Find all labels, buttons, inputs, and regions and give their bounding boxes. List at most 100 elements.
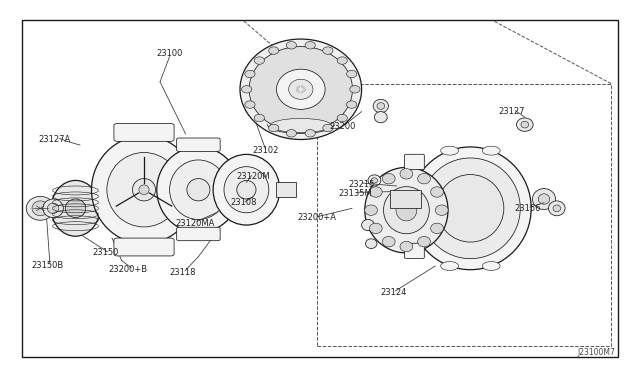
Ellipse shape	[305, 129, 316, 137]
Ellipse shape	[548, 201, 565, 216]
FancyBboxPatch shape	[114, 124, 174, 141]
Ellipse shape	[157, 147, 240, 232]
Ellipse shape	[139, 185, 149, 195]
FancyBboxPatch shape	[114, 238, 174, 256]
Ellipse shape	[400, 241, 413, 252]
Ellipse shape	[441, 262, 459, 270]
Ellipse shape	[420, 158, 520, 259]
Ellipse shape	[369, 187, 382, 197]
Ellipse shape	[289, 79, 313, 99]
Ellipse shape	[187, 179, 210, 201]
Ellipse shape	[269, 124, 279, 132]
Text: 23200+A: 23200+A	[298, 213, 336, 222]
FancyBboxPatch shape	[404, 243, 424, 259]
Ellipse shape	[538, 194, 550, 204]
Ellipse shape	[383, 187, 429, 234]
Ellipse shape	[305, 42, 316, 49]
Ellipse shape	[229, 178, 238, 186]
Ellipse shape	[240, 39, 362, 140]
Ellipse shape	[418, 237, 431, 247]
Ellipse shape	[276, 69, 325, 109]
Ellipse shape	[92, 136, 196, 244]
Ellipse shape	[269, 47, 279, 54]
Ellipse shape	[286, 42, 296, 49]
Ellipse shape	[365, 167, 448, 253]
Ellipse shape	[382, 237, 395, 247]
Ellipse shape	[396, 199, 417, 221]
Ellipse shape	[410, 147, 531, 270]
Ellipse shape	[368, 175, 381, 186]
Ellipse shape	[516, 118, 533, 131]
Ellipse shape	[337, 114, 348, 122]
Ellipse shape	[350, 86, 360, 93]
Text: 23127: 23127	[499, 107, 525, 116]
Text: 23215: 23215	[348, 180, 375, 189]
Ellipse shape	[346, 70, 356, 78]
Ellipse shape	[431, 223, 444, 234]
Ellipse shape	[371, 178, 378, 183]
Ellipse shape	[369, 223, 382, 234]
Ellipse shape	[482, 262, 500, 270]
Ellipse shape	[170, 189, 188, 205]
Text: 23100: 23100	[156, 49, 183, 58]
Ellipse shape	[254, 114, 264, 122]
Text: 23200+B: 23200+B	[108, 265, 148, 274]
Ellipse shape	[418, 173, 431, 184]
Ellipse shape	[400, 169, 413, 179]
Text: 23135M: 23135M	[339, 189, 372, 198]
Text: 23150: 23150	[92, 248, 119, 257]
Ellipse shape	[170, 160, 227, 219]
Ellipse shape	[32, 201, 49, 216]
Ellipse shape	[241, 86, 252, 93]
Ellipse shape	[107, 153, 181, 227]
Ellipse shape	[51, 180, 100, 236]
Ellipse shape	[175, 193, 184, 201]
Ellipse shape	[237, 180, 256, 199]
Ellipse shape	[138, 126, 150, 134]
FancyBboxPatch shape	[177, 138, 220, 151]
Ellipse shape	[437, 174, 504, 242]
Text: 23156: 23156	[515, 204, 541, 213]
Ellipse shape	[346, 101, 356, 108]
Text: J23100M7: J23100M7	[577, 348, 616, 357]
Ellipse shape	[245, 70, 255, 78]
Ellipse shape	[270, 118, 332, 132]
Ellipse shape	[47, 203, 59, 214]
Ellipse shape	[224, 167, 269, 213]
Text: 23118: 23118	[169, 268, 196, 277]
Ellipse shape	[382, 173, 395, 184]
Text: 23108: 23108	[230, 198, 257, 207]
Text: 23127A: 23127A	[38, 135, 70, 144]
Text: 23120MA: 23120MA	[175, 219, 215, 228]
Ellipse shape	[377, 103, 385, 109]
Ellipse shape	[374, 112, 387, 123]
Text: 23200: 23200	[329, 122, 356, 131]
Ellipse shape	[482, 146, 500, 155]
Ellipse shape	[408, 159, 418, 165]
Ellipse shape	[65, 199, 86, 218]
Text: 23102: 23102	[252, 146, 279, 155]
Ellipse shape	[286, 129, 296, 137]
Ellipse shape	[26, 196, 54, 220]
Ellipse shape	[441, 146, 459, 155]
Ellipse shape	[323, 124, 333, 132]
Ellipse shape	[435, 205, 448, 215]
Ellipse shape	[365, 239, 377, 248]
Ellipse shape	[431, 187, 444, 197]
Ellipse shape	[521, 121, 529, 128]
Ellipse shape	[236, 190, 251, 204]
Ellipse shape	[365, 205, 378, 215]
Ellipse shape	[43, 199, 63, 218]
Bar	[390, 190, 421, 208]
Text: 23120M: 23120M	[236, 172, 269, 181]
Ellipse shape	[408, 248, 418, 254]
Ellipse shape	[132, 179, 156, 201]
Bar	[317, 84, 611, 346]
FancyBboxPatch shape	[177, 227, 220, 241]
Text: 23150B: 23150B	[32, 262, 64, 270]
Ellipse shape	[254, 57, 264, 64]
Ellipse shape	[532, 189, 556, 209]
Ellipse shape	[553, 205, 561, 212]
Ellipse shape	[138, 244, 150, 252]
Ellipse shape	[373, 99, 388, 113]
